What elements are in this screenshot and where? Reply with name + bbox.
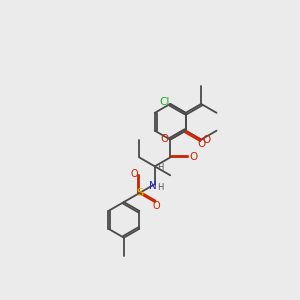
Text: O: O [152, 202, 160, 212]
Text: H: H [158, 163, 164, 172]
Text: O: O [189, 152, 197, 162]
Text: S: S [136, 188, 143, 198]
Text: Cl: Cl [160, 97, 170, 106]
Text: O: O [197, 140, 205, 149]
Text: H: H [157, 183, 163, 192]
Text: O: O [161, 134, 169, 144]
Text: N: N [149, 181, 157, 191]
Text: O: O [130, 169, 138, 179]
Text: O: O [202, 135, 211, 145]
